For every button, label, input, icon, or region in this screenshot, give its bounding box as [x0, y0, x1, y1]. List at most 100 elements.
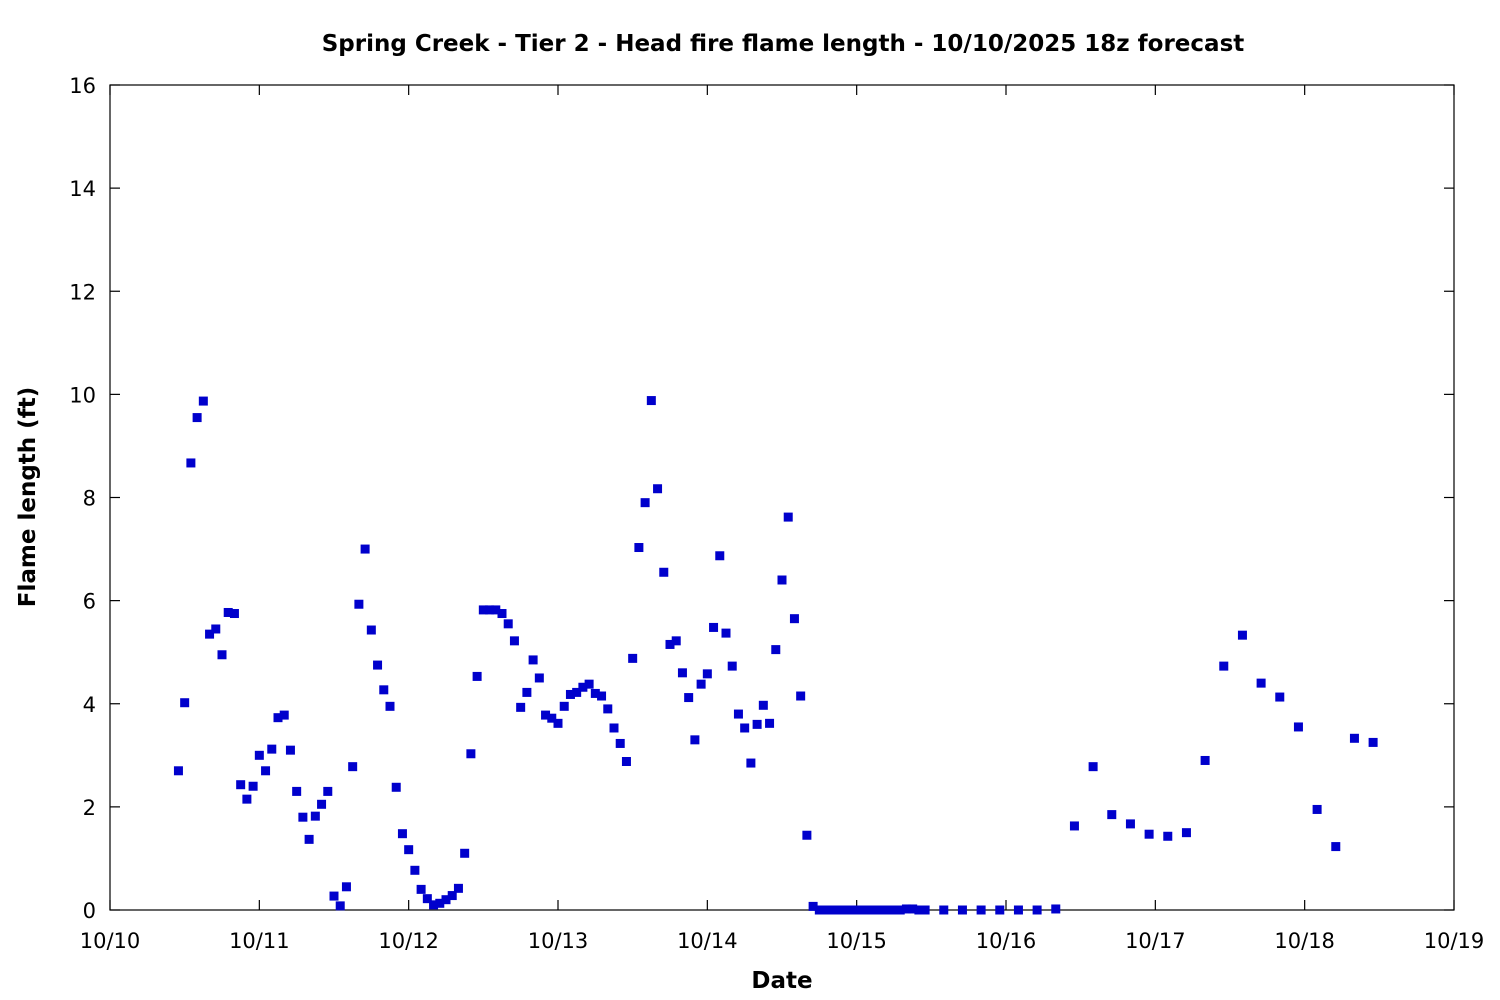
data-point — [205, 629, 215, 639]
data-point — [503, 619, 513, 629]
data-point — [777, 575, 787, 585]
y-tick-label: 14 — [69, 177, 96, 201]
data-point — [740, 723, 750, 733]
x-tick-label: 10/10 — [80, 929, 141, 953]
data-point — [939, 905, 949, 915]
data-point — [441, 895, 451, 905]
data-point — [839, 905, 849, 915]
data-point — [348, 762, 358, 772]
data-point — [429, 900, 439, 910]
data-point — [901, 904, 911, 914]
data-point — [877, 905, 887, 915]
data-point — [995, 905, 1005, 915]
data-point — [845, 905, 855, 915]
data-point — [1219, 661, 1229, 671]
data-point — [752, 719, 762, 729]
data-point — [559, 701, 569, 711]
data-point — [833, 905, 843, 915]
data-point — [870, 905, 880, 915]
data-point — [1331, 842, 1341, 852]
data-point — [597, 691, 607, 701]
data-point — [1349, 733, 1359, 743]
data-point — [827, 905, 837, 915]
data-point — [808, 901, 818, 911]
data-point — [1163, 831, 1173, 841]
y-tick-label: 6 — [83, 590, 96, 614]
data-point — [883, 905, 893, 915]
data-point — [684, 693, 694, 703]
y-axis: 0 2 4 6 8 10 12 14 16 — [69, 74, 1454, 923]
data-point — [422, 894, 432, 904]
data-point — [192, 413, 202, 423]
data-point — [1368, 737, 1378, 747]
data-point — [634, 543, 644, 553]
y-tick-label: 10 — [69, 383, 96, 407]
data-point — [802, 830, 812, 840]
data-point — [198, 396, 208, 406]
data-point — [914, 905, 924, 915]
data-point — [1237, 630, 1247, 640]
data-point — [733, 709, 743, 719]
data-point — [821, 905, 831, 915]
data-point — [261, 766, 271, 776]
y-axis-label: Flame length (ft) — [15, 387, 41, 607]
data-point — [223, 607, 233, 617]
data-point — [858, 905, 868, 915]
y-tick-label: 12 — [69, 280, 96, 304]
data-point — [696, 679, 706, 689]
data-point — [379, 685, 389, 695]
data-point — [528, 655, 538, 665]
data-point — [814, 905, 824, 915]
data-point — [292, 786, 302, 796]
data-point — [242, 794, 252, 804]
data-point — [628, 653, 638, 663]
data-point — [304, 834, 314, 844]
data-point — [410, 865, 420, 875]
data-point — [1256, 678, 1266, 688]
data-point — [609, 723, 619, 733]
data-point — [341, 882, 351, 892]
data-point — [236, 780, 246, 790]
data-point — [248, 781, 258, 791]
y-tick-label: 8 — [83, 487, 96, 511]
data-point — [435, 898, 445, 908]
data-point — [466, 749, 476, 759]
y-tick-label: 2 — [83, 796, 96, 820]
data-point — [335, 901, 345, 911]
data-point — [715, 551, 725, 561]
data-point — [565, 689, 575, 699]
data-point — [317, 799, 327, 809]
data-point — [1051, 904, 1061, 914]
data-point — [590, 688, 600, 698]
data-point — [1013, 905, 1023, 915]
data-point — [323, 786, 333, 796]
data-point — [889, 905, 899, 915]
data-point — [211, 624, 221, 634]
chart-title: Spring Creek - Tier 2 - Head fire flame … — [322, 31, 1245, 57]
data-point — [298, 812, 308, 822]
data-point — [1088, 762, 1098, 772]
data-point — [653, 484, 663, 494]
data-point — [373, 660, 383, 670]
data-point — [796, 691, 806, 701]
data-point — [478, 605, 488, 615]
data-point — [217, 650, 227, 660]
data-point — [1144, 829, 1154, 839]
data-point — [690, 735, 700, 745]
x-tick-label: 10/16 — [976, 929, 1037, 953]
data-point — [485, 605, 495, 615]
data-point — [354, 599, 364, 609]
x-tick-label: 10/19 — [1424, 929, 1485, 953]
data-point — [1125, 819, 1135, 829]
data-point — [460, 848, 470, 858]
data-point — [789, 614, 799, 624]
x-tick-label: 10/13 — [528, 929, 589, 953]
data-point — [572, 687, 582, 697]
x-tick-label: 10/18 — [1274, 929, 1335, 953]
data-point — [1275, 692, 1285, 702]
data-point — [615, 738, 625, 748]
data-point — [920, 905, 930, 915]
data-point — [453, 883, 463, 893]
data-point — [1293, 722, 1303, 732]
data-point — [640, 498, 650, 508]
